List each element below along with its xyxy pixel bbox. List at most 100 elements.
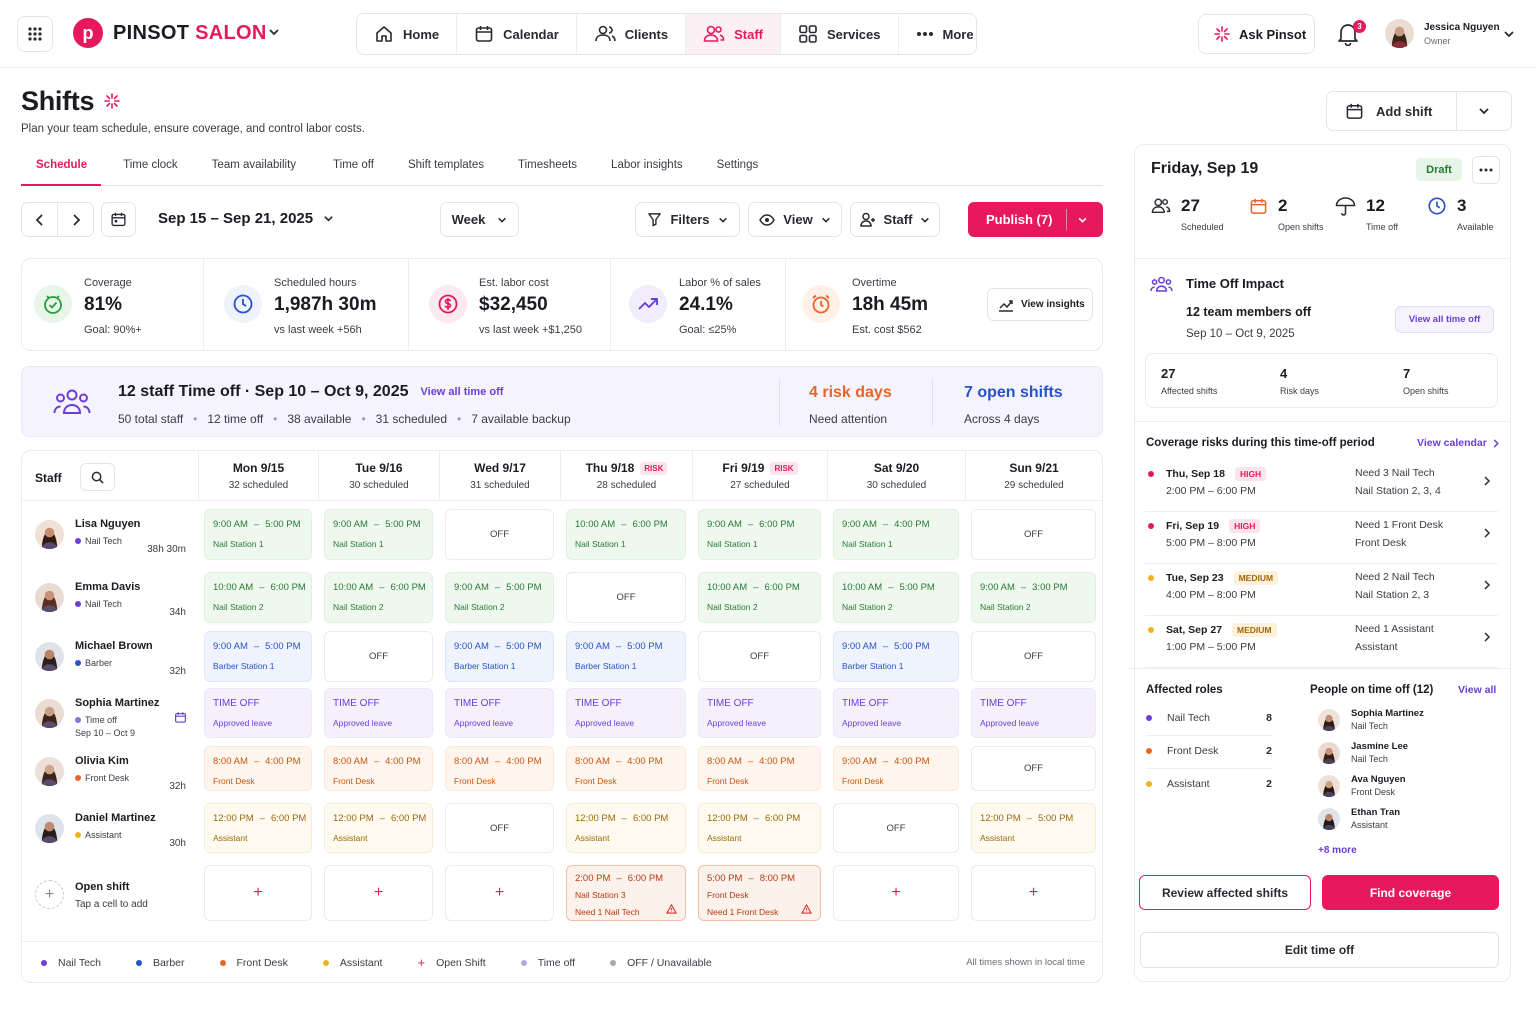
calendar-icon[interactable]	[174, 711, 187, 724]
person-on-time-off[interactable]: Ava Nguyen Front Desk	[1318, 774, 1406, 797]
staff-row[interactable]: Olivia Kim Front Desk 32h	[22, 755, 198, 795]
shift-cell[interactable]: 9:00 AM –6:00 PM Nail Station 1	[698, 509, 821, 560]
staff-row[interactable]: Daniel Martinez Assistant 30h	[22, 812, 198, 852]
shift-cell-off[interactable]: OFF	[971, 746, 1096, 791]
tab-schedule[interactable]: Schedule	[21, 151, 102, 186]
risk-days-value[interactable]: 4 risk days	[809, 384, 892, 401]
shift-cell[interactable]: 9:00 AM –5:00 PM Nail Station 1	[204, 509, 312, 560]
shift-cell-time-off[interactable]: TIME OFF Approved leave	[324, 688, 433, 738]
shift-cell[interactable]: 12:00 PM –6:00 PM Assistant	[566, 803, 686, 853]
coverage-risk-row[interactable]: Tue, Sep 23 MEDIUM 4:00 PM – 8:00 PM Need…	[1145, 564, 1498, 616]
shift-cell-off[interactable]: OFF	[445, 803, 554, 853]
week-select[interactable]: Week	[440, 202, 519, 237]
add-shift-menu-button[interactable]	[1456, 91, 1512, 131]
shift-cell[interactable]: 10:00 AM –6:00 PM Nail Station 1	[566, 509, 686, 560]
staff-row[interactable]: Sophia Martinez Time off Sep 10 – Oct 9	[22, 697, 198, 738]
date-picker-button[interactable]	[101, 202, 136, 237]
person-on-time-off[interactable]: Jasmine Lee Nail Tech	[1318, 741, 1408, 764]
tab-shift-templates[interactable]: Shift templates	[407, 159, 485, 171]
shift-cell[interactable]: 8:00 AM –4:00 PM Front Desk	[204, 746, 312, 791]
shift-cell[interactable]: 12:00 PM –6:00 PM Assistant	[698, 803, 821, 853]
shift-cell[interactable]: 9:00 AM –5:00 PM Nail Station 2	[445, 572, 554, 623]
view-all-people-link[interactable]: View all	[1458, 684, 1497, 696]
publish-button[interactable]: Publish (7)	[968, 202, 1103, 237]
panel-more-button[interactable]	[1472, 156, 1500, 184]
nav-more[interactable]: More	[899, 14, 977, 54]
coverage-risk-row[interactable]: Fri, Sep 19 HIGH 5:00 PM – 8:00 PM Need 1…	[1145, 512, 1498, 564]
day-column-header[interactable]: Thu 9/18 RISK 28 scheduled	[560, 451, 692, 500]
brand-name[interactable]: PINSOT SALON	[113, 22, 267, 45]
view-calendar-link[interactable]: View calendar	[1417, 437, 1499, 449]
ask-pinsot-button[interactable]: Ask Pinsot	[1198, 14, 1315, 54]
shift-cell-time-off[interactable]: TIME OFF Approved leave	[698, 688, 821, 738]
day-column-header[interactable]: Sat 9/20 30 scheduled	[827, 451, 965, 500]
person-on-time-off[interactable]: Ethan Tran Assistant	[1318, 807, 1400, 830]
chevron-down-icon[interactable]	[268, 26, 280, 38]
find-coverage-button[interactable]: Find coverage	[1322, 875, 1499, 910]
shift-cell[interactable]: 8:00 AM –4:00 PM Front Desk	[698, 746, 821, 791]
coverage-risk-row[interactable]: Thu, Sep 18 HIGH 2:00 PM – 6:00 PM Need 3…	[1145, 460, 1498, 512]
edit-time-off-button[interactable]: Edit time off	[1140, 932, 1499, 968]
staff-row[interactable]: Michael Brown Barber 32h	[22, 640, 198, 680]
chevron-down-icon[interactable]	[1503, 28, 1515, 40]
shift-cell[interactable]: 10:00 AM –6:00 PM Nail Station 2	[324, 572, 433, 623]
open-shift-risk-cell[interactable]: 2:00 PM –6:00 PM Nail Station 3 Need 1 Na…	[566, 865, 686, 921]
view-all-time-off-link[interactable]: View all time off	[420, 386, 504, 398]
add-shift-button[interactable]: Add shift	[1326, 91, 1457, 131]
add-open-shift-cell[interactable]: +	[833, 865, 959, 921]
tab-team-availability[interactable]: Team availability	[211, 159, 297, 171]
shift-cell[interactable]: 12:00 PM –5:00 PM Assistant	[971, 803, 1096, 853]
nav-services[interactable]: Services	[781, 14, 899, 54]
nav-staff[interactable]: Staff	[686, 14, 781, 54]
bell-icon[interactable]	[1337, 22, 1359, 46]
review-affected-shifts-button[interactable]: Review affected shifts	[1139, 875, 1311, 910]
shift-cell-off[interactable]: OFF	[971, 631, 1096, 682]
day-column-header[interactable]: Wed 9/17 31 scheduled	[439, 451, 560, 500]
shift-cell-off[interactable]: OFF	[324, 631, 433, 682]
date-range-selector[interactable]: Sep 15 – Sep 21, 2025	[158, 210, 334, 227]
shift-cell[interactable]: 9:00 AM –4:00 PM Nail Station 1	[833, 509, 959, 560]
filters-button[interactable]: Filters	[635, 202, 740, 237]
open-shift-risk-cell[interactable]: 5:00 PM –8:00 PM Front Desk Need 1 Front …	[698, 865, 821, 921]
shift-cell-time-off[interactable]: TIME OFF Approved leave	[566, 688, 686, 738]
shift-cell-time-off[interactable]: TIME OFF Approved leave	[833, 688, 959, 738]
open-shifts-value[interactable]: 7 open shifts	[964, 384, 1063, 401]
view-insights-button[interactable]: View insights	[987, 288, 1093, 321]
view-button[interactable]: View	[748, 202, 842, 237]
view-all-time-off-button[interactable]: View all time off	[1395, 306, 1494, 333]
affected-role-row[interactable]: Nail Tech 8	[1146, 703, 1272, 736]
tab-time-clock[interactable]: Time clock	[123, 159, 178, 171]
person-on-time-off[interactable]: Sophia Martinez Nail Tech	[1318, 708, 1424, 731]
shift-cell[interactable]: 10:00 AM –6:00 PM Nail Station 2	[698, 572, 821, 623]
affected-role-row[interactable]: Assistant 2	[1146, 769, 1272, 802]
tab-time-off[interactable]: Time off	[333, 159, 374, 171]
shift-cell[interactable]: 9:00 AM –4:00 PM Front Desk	[833, 746, 959, 791]
staff-filter-button[interactable]: Staff	[850, 202, 940, 237]
shift-cell[interactable]: 10:00 AM –6:00 PM Nail Station 2	[204, 572, 312, 623]
nav-home[interactable]: Home	[357, 14, 458, 54]
shift-cell[interactable]: 8:00 AM –4:00 PM Front Desk	[445, 746, 554, 791]
shift-cell-time-off[interactable]: TIME OFF Approved leave	[971, 688, 1096, 738]
brand-logo[interactable]: p	[73, 18, 103, 48]
app-grid-button[interactable]	[17, 16, 53, 52]
staff-row[interactable]: Emma Davis Nail Tech 34h	[22, 581, 198, 621]
shift-cell[interactable]: 9:00 AM –3:00 PM Nail Station 2	[971, 572, 1096, 623]
shift-cell[interactable]: 10:00 AM –5:00 PM Nail Station 2	[833, 572, 959, 623]
user-menu[interactable]: Jessica Nguyen Owner	[1385, 19, 1500, 48]
chevron-down-icon[interactable]	[1077, 215, 1088, 225]
shift-cell[interactable]: 9:00 AM –5:00 PM Nail Station 1	[324, 509, 433, 560]
shift-cell-off[interactable]: OFF	[445, 509, 554, 560]
shift-cell-time-off[interactable]: TIME OFF Approved leave	[204, 688, 312, 738]
next-week-button[interactable]	[57, 202, 94, 237]
prev-week-button[interactable]	[21, 202, 58, 237]
shift-cell-off[interactable]: OFF	[698, 631, 821, 682]
shift-cell[interactable]: 9:00 AM –5:00 PM Barber Station 1	[445, 631, 554, 682]
shift-cell[interactable]: 12:00 PM –6:00 PM Assistant	[204, 803, 312, 853]
add-open-shift-icon[interactable]: +	[35, 880, 64, 909]
nav-clients[interactable]: Clients	[577, 14, 687, 54]
shift-cell-off[interactable]: OFF	[833, 803, 959, 853]
day-column-header[interactable]: Fri 9/19 RISK 27 scheduled	[692, 451, 827, 500]
add-open-shift-cell[interactable]: +	[971, 865, 1096, 921]
add-open-shift-cell[interactable]: +	[204, 865, 312, 921]
nav-calendar[interactable]: Calendar	[457, 14, 577, 54]
